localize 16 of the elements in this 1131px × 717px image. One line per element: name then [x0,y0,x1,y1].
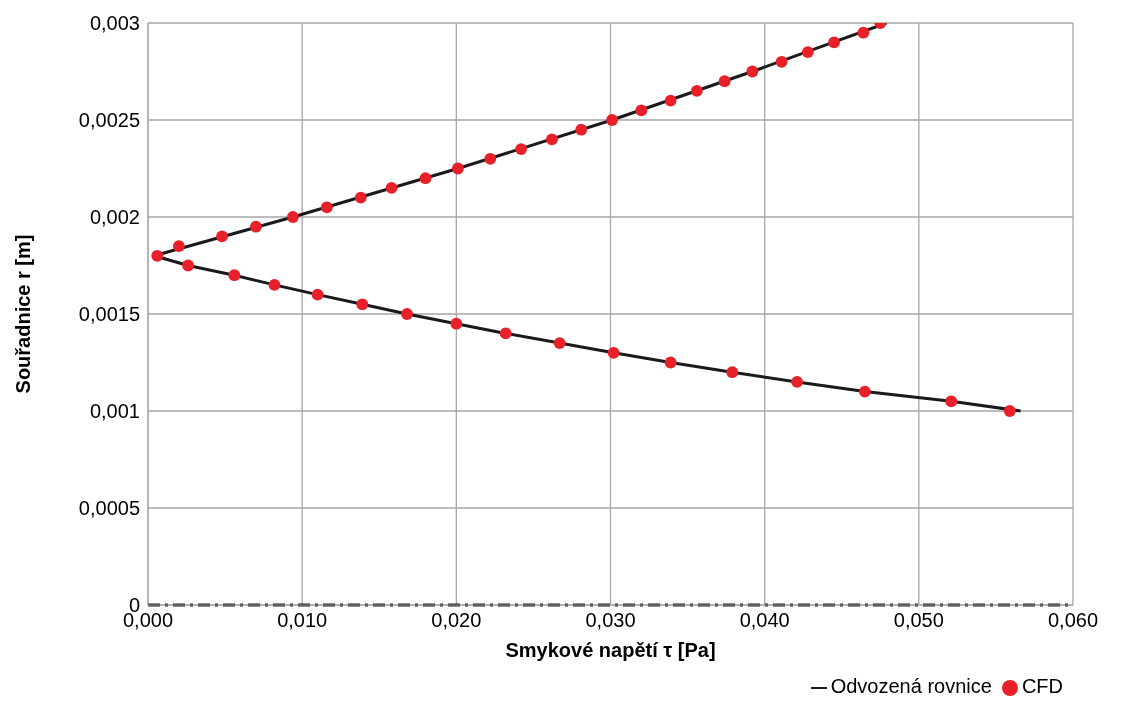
y-tick-label: 0,003 [89,12,140,35]
x-axis-title: Smykové napětí τ [Pa] [505,639,716,661]
y-tick-label: 0,001 [89,400,140,423]
x-tick-label: 0,010 [277,609,328,632]
y-tick-label: 0,0015 [78,303,140,326]
legend-label: CFD [1021,675,1063,697]
x-tick-label: 0,020 [431,609,482,632]
y-tick-label: 0,002 [89,206,140,229]
legend-label: Odvozená rovnice [830,675,992,697]
y-tick-label: 0,0005 [78,497,140,520]
x-tick-label: 0,030 [585,609,636,632]
x-tick-label: 0,040 [739,609,790,632]
x-tick-label: 0,060 [1047,609,1099,632]
x-tick-label: 0,050 [893,609,944,632]
y-axis-title: Souřadnice r [m] [12,234,35,394]
y-tick-label: 0,0025 [78,109,140,132]
